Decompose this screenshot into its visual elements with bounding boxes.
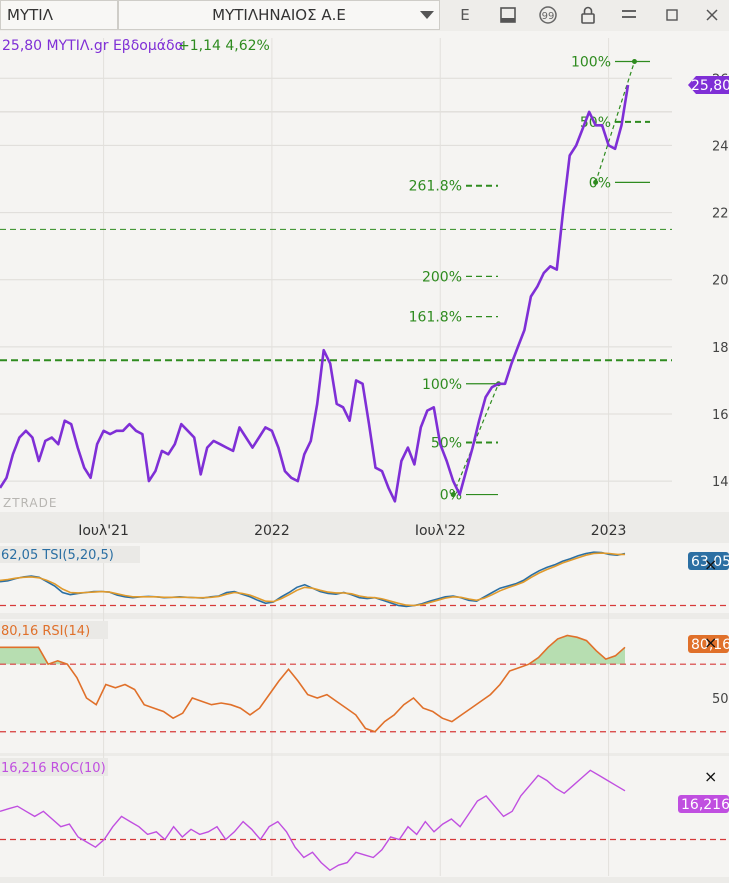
price-legend: 25,80 ΜΥΤΙΛ.gr Εβδομάδα: [2, 38, 184, 54]
tsi-legend-bg: [0, 546, 140, 563]
panel-separator: [0, 753, 729, 756]
fib-left-label: 261.8%: [409, 179, 462, 195]
rsi-legend: 80,16 RSI(14): [1, 624, 90, 639]
company-name: ΜΥΤΙΛΗΝΑΙΟΣ Α.Ε: [212, 6, 346, 24]
fib-left-label: 0%: [440, 488, 462, 504]
panel-bg: [0, 31, 729, 509]
rsi-badge: [688, 635, 729, 653]
fib-left-anchor: [450, 492, 456, 498]
y-tick-label: 18: [712, 341, 729, 356]
x-tick-label: 2022: [254, 523, 290, 539]
y-tick-label: 14: [712, 475, 729, 490]
rsi-legend-bg: [0, 621, 108, 639]
company-select[interactable]: ΜΥΤΙΛΗΝΑΙΟΣ Α.Ε: [118, 0, 440, 30]
rsi-line: [0, 634, 626, 733]
symbol-field[interactable]: ΜΥΤΙΛ: [0, 0, 118, 30]
chart-canvas[interactable]: 14161820222426Ιουλ'212022Ιουλ'2220230%50…: [0, 31, 729, 883]
tsi-close-icon: ×: [704, 555, 717, 574]
fib-left-label: 161.8%: [409, 310, 462, 326]
panel-bg: [0, 757, 729, 876]
svg-text:99: 99: [542, 11, 555, 22]
panel-separator: [0, 613, 729, 619]
roc-legend-bg: [0, 758, 108, 776]
roc-badge: [678, 795, 729, 813]
tsi-badge: [688, 552, 729, 570]
price-line: [0, 84, 630, 503]
roc-legend: 16,216 ROC(10): [1, 761, 106, 776]
panel-separator: [0, 877, 729, 883]
rsi-close-icon: ×: [704, 633, 717, 652]
fib-left-label: 100%: [422, 377, 462, 393]
last-price-label: 25,80: [691, 78, 729, 94]
menu-icon[interactable]: [612, 0, 646, 30]
x-tick-label: Ιουλ'22: [415, 523, 466, 539]
x-tick-label: 2023: [591, 523, 627, 539]
fib-left-label: 50%: [431, 436, 462, 452]
last-price-badge: [688, 76, 729, 94]
tsi-signal-line: [0, 552, 625, 607]
tsi-last-label: 63,05: [691, 554, 729, 570]
panel-separator: [0, 512, 729, 543]
fib-right-label: 100%: [571, 55, 611, 71]
toolbar: ΜΥΤΙΛ ΜΥΤΙΛΗΝΑΙΟΣ Α.Ε E 99: [0, 0, 729, 32]
dropdown-icon[interactable]: [406, 0, 440, 30]
y-tick-label: 22: [712, 207, 729, 222]
roc-close-icon: ×: [704, 767, 717, 786]
e-button[interactable]: E: [460, 6, 470, 24]
fib-right-label: 0%: [589, 175, 611, 191]
fib-right-anchor: [593, 179, 599, 185]
close-icon[interactable]: [695, 0, 729, 30]
fib-left-label: 200%: [422, 269, 462, 285]
lock-icon[interactable]: [571, 0, 605, 30]
x-tick-label: Ιουλ'21: [78, 523, 129, 539]
chart-panel-icon[interactable]: [491, 0, 525, 30]
tsi-legend: 62,05 TSI(5,20,5): [1, 548, 114, 563]
quote-icon[interactable]: 99: [531, 0, 565, 30]
price-change: +1,14 4,62%: [178, 38, 270, 54]
y-tick-label: 20: [712, 274, 729, 289]
maximize-icon[interactable]: [655, 0, 689, 30]
y-tick-label: 16: [712, 408, 729, 423]
roc-line: [0, 769, 626, 872]
y-tick-label: 24: [712, 139, 729, 154]
rsi-overbought-fill: [0, 635, 625, 665]
roc-last-label: 16,216: [681, 797, 729, 813]
rsi-y-tick: 50: [712, 692, 729, 707]
rsi-last-label: 80,16: [691, 637, 729, 653]
watermark: ZTRADE: [3, 496, 57, 510]
